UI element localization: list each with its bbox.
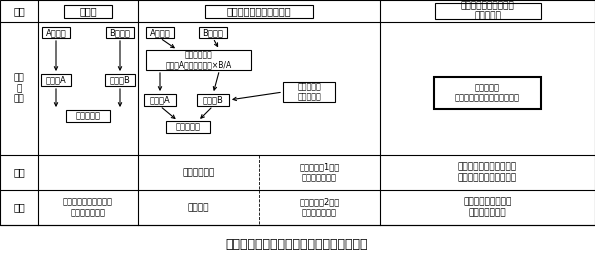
Bar — [146, 27, 174, 38]
Text: 比抵抗変化: 比抵抗変化 — [76, 111, 101, 120]
Bar — [434, 3, 540, 19]
Text: 変化方向が1方向
の場合偽像低減: 変化方向が1方向 の場合偽像低減 — [299, 163, 340, 182]
Text: 解析値は真値に対し
鈍る傾向がある: 解析値は真値に対し 鈍る傾向がある — [464, 198, 512, 217]
Bar — [106, 27, 134, 38]
Bar — [42, 27, 70, 38]
Text: Bデータ: Bデータ — [109, 28, 130, 37]
Text: Bデータ: Bデータ — [202, 28, 224, 37]
Text: Aデータ: Aデータ — [46, 28, 67, 37]
Bar — [64, 4, 112, 17]
Text: 従来法: 従来法 — [79, 6, 97, 16]
Text: 逆解析A: 逆解析A — [46, 76, 67, 84]
Text: 課題: 課題 — [13, 202, 25, 213]
Text: 逆解析B: 逆解析B — [109, 76, 130, 84]
Text: 逆解析A: 逆解析A — [149, 96, 170, 105]
Bar — [144, 94, 176, 106]
Bar — [434, 77, 541, 109]
Text: 図１　電気探査時系列データ解析法の比較: 図１ 電気探査時系列データ解析法の比較 — [226, 238, 368, 251]
Bar — [105, 74, 135, 86]
Text: 改良差トモグラフィ法
（本成果）: 改良差トモグラフィ法 （本成果） — [461, 1, 514, 21]
Bar — [199, 27, 227, 38]
Bar — [205, 4, 313, 17]
Text: 正規化データ
逆解析Aの理論観測値×B/A: 正規化データ 逆解析Aの理論観測値×B/A — [165, 50, 231, 70]
Text: 比抵抗変化
両方向制約　＋ロバスト推定: 比抵抗変化 両方向制約 ＋ロバスト推定 — [455, 83, 520, 103]
Text: 従来型差トモグラフィ法: 従来型差トモグラフィ法 — [227, 6, 292, 16]
Text: 変化方向が2方向
の場合精度低下: 変化方向が2方向 の場合精度低下 — [299, 198, 340, 217]
Bar — [197, 94, 229, 106]
Text: 解析
の
流れ: 解析 の 流れ — [14, 74, 24, 103]
Text: 手法: 手法 — [13, 6, 25, 16]
Text: 比抵抗変化
片方向制約: 比抵抗変化 片方向制約 — [297, 82, 321, 102]
Bar — [283, 82, 335, 102]
Text: Aデータ: Aデータ — [149, 28, 170, 37]
Text: 逆解析B: 逆解析B — [202, 96, 224, 105]
Text: ノイズや収束性の違い
による精度低下: ノイズや収束性の違い による精度低下 — [63, 198, 113, 217]
Text: 偽像発生: 偽像発生 — [188, 203, 209, 212]
Text: 比抵抗変化: 比抵抗変化 — [176, 122, 201, 131]
Bar — [41, 74, 71, 86]
Text: 特長: 特長 — [13, 167, 25, 177]
Text: 比抵抗両方向変化に対応
偽像低減・解析誤差低減: 比抵抗両方向変化に対応 偽像低減・解析誤差低減 — [458, 163, 517, 182]
Bar — [166, 121, 210, 133]
Bar — [146, 50, 251, 70]
Bar — [0, 0, 595, 225]
Bar — [66, 110, 110, 122]
Text: 解析誤差低減: 解析誤差低減 — [183, 168, 215, 177]
